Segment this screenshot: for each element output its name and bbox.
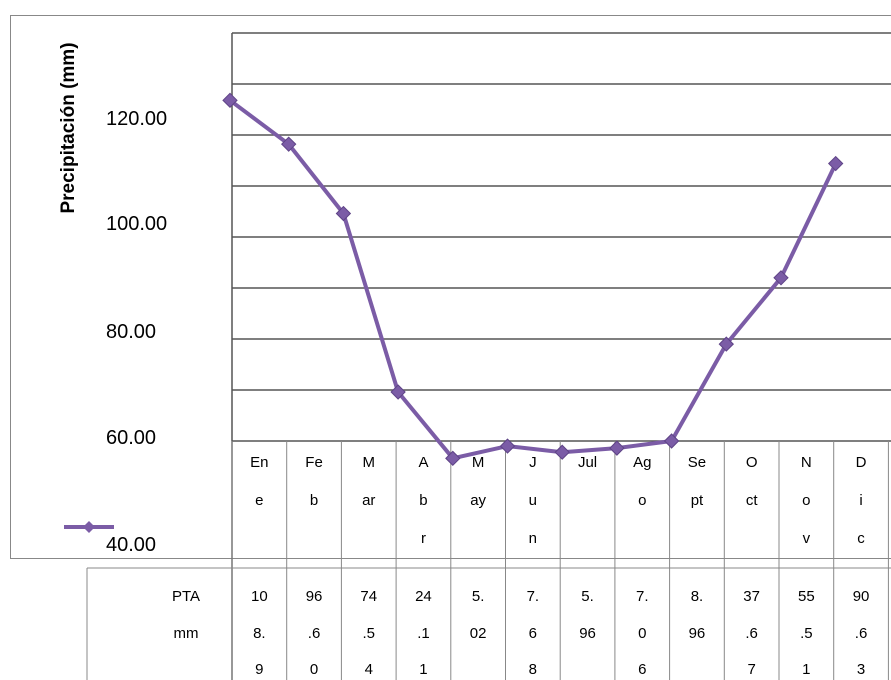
category-label: b <box>419 492 427 509</box>
table-cell: 5. <box>581 588 594 605</box>
table-cell: 74 <box>360 588 377 605</box>
category-label: Fe <box>305 454 323 471</box>
table-cell: 96 <box>689 625 706 642</box>
table-cell: .5 <box>800 625 813 642</box>
category-label: v <box>803 530 811 547</box>
data-point <box>390 384 406 400</box>
table-cell: 10 <box>251 588 268 605</box>
table-cell: .1 <box>417 625 430 642</box>
legend-marker <box>83 521 95 533</box>
table-cell: 7. <box>636 588 649 605</box>
table-cell: .5 <box>362 625 375 642</box>
table-cell: 8 <box>529 661 537 678</box>
gridlines <box>231 32 891 680</box>
y-axis: 120.00 100.00 80.00 60.00 40.00 <box>106 108 167 556</box>
series-line <box>222 92 844 467</box>
table-cell: 8. <box>253 625 266 642</box>
table-cell: 8. <box>691 588 704 605</box>
data-table: PTAmm108.996.6074.5424.115.027.685.967.0… <box>86 567 891 680</box>
table-cell: 7 <box>747 661 755 678</box>
data-point <box>280 136 297 152</box>
table-cell: 90 <box>853 588 870 605</box>
table-row-label: mm <box>174 625 199 642</box>
category-labels: En e Fe b Mar Ab r May Ju n Jul Ag o Se pt Oct No v Di c <box>231 441 889 568</box>
data-point <box>554 444 570 460</box>
category-label: D <box>856 454 867 471</box>
category-label: o <box>638 492 646 509</box>
table-cell: 9 <box>255 661 263 678</box>
table-cell: .6 <box>745 625 758 642</box>
legend-key <box>64 521 114 533</box>
category-label: c <box>857 530 865 547</box>
data-point <box>222 92 238 109</box>
category-label: ct <box>746 492 759 509</box>
category-label: M <box>472 454 485 471</box>
category-label: u <box>529 492 537 509</box>
table-cell: 6 <box>529 625 537 642</box>
category-label: En <box>250 454 268 471</box>
table-cell: 1 <box>802 661 810 678</box>
table-cell: 1 <box>419 661 427 678</box>
table-cell: 96 <box>579 625 596 642</box>
table-cell: 24 <box>415 588 432 605</box>
category-label: Ag <box>633 454 651 471</box>
table-cell: 5. <box>472 588 485 605</box>
category-label: b <box>310 492 318 509</box>
category-label: n <box>529 530 537 547</box>
table-cell: 4 <box>365 661 373 678</box>
category-label: e <box>255 492 263 509</box>
table-cell: 0 <box>310 661 318 678</box>
chart-border <box>10 15 891 559</box>
table-cell: 37 <box>743 588 760 605</box>
data-point <box>445 450 461 467</box>
category-label: M <box>363 454 376 471</box>
y-tick-label: 100.00 <box>106 213 167 235</box>
y-tick-label: 120.00 <box>106 108 167 130</box>
data-point <box>609 440 625 456</box>
table-cell: 7. <box>527 588 540 605</box>
table-cell: .6 <box>855 625 868 642</box>
y-axis-label: Precipitación (mm) <box>58 42 79 213</box>
category-label: i <box>859 492 862 509</box>
category-label: N <box>801 454 812 471</box>
category-label: O <box>746 454 758 471</box>
table-cell: 55 <box>798 588 815 605</box>
data-point <box>773 270 789 286</box>
data-point <box>663 433 680 449</box>
category-label: ay <box>470 492 486 509</box>
table-cell: .6 <box>308 625 321 642</box>
category-label: ar <box>362 492 375 509</box>
table-cell: 96 <box>306 588 323 605</box>
data-point <box>335 205 352 222</box>
category-label: J <box>529 454 537 471</box>
data-point <box>499 438 516 454</box>
category-label: A <box>418 454 428 471</box>
category-label: o <box>802 492 810 509</box>
table-cell: 0 <box>638 625 646 642</box>
category-label: Se <box>688 454 706 471</box>
table-cell: 02 <box>470 625 487 642</box>
table-cell: 6 <box>638 661 646 678</box>
y-tick-label: 60.00 <box>106 427 156 449</box>
y-tick-label: 40.00 <box>106 534 156 556</box>
table-cell: 3 <box>857 661 865 678</box>
data-point <box>718 336 735 352</box>
category-label: r <box>421 530 426 547</box>
data-point <box>827 155 844 172</box>
table-row-label: PTA <box>172 588 200 605</box>
category-label: pt <box>691 492 704 509</box>
category-label: Jul <box>578 454 597 471</box>
y-tick-label: 80.00 <box>106 321 156 343</box>
series-line-path <box>228 98 838 461</box>
